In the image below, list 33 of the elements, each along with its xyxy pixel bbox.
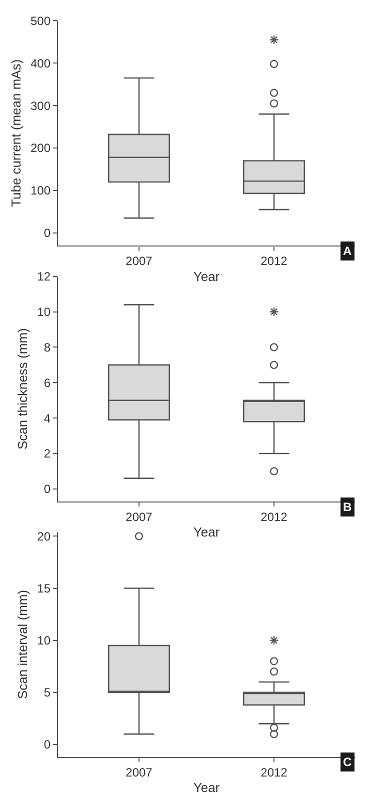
- y-axis-title: Scan thickness (mm): [15, 328, 30, 450]
- y-tick-label: 300: [30, 98, 51, 113]
- annotation: C: [343, 755, 352, 769]
- y-tick-label: 12: [37, 270, 51, 284]
- x-tick-label: 2012: [260, 765, 288, 780]
- x-tick-label: 2007: [126, 254, 153, 268]
- y-tick-label: 0: [44, 482, 51, 496]
- x-tick-label: 2012: [260, 510, 288, 524]
- y-tick-label: 200: [30, 141, 51, 156]
- x-tick-label: 2007: [126, 510, 153, 524]
- y-tick-label: 10: [37, 304, 51, 319]
- annotation: A: [343, 244, 352, 258]
- y-tick-label: 10: [37, 634, 51, 648]
- y-tick-label: 8: [44, 340, 51, 354]
- y-tick-label: 15: [37, 581, 51, 596]
- annotation: B: [343, 500, 352, 514]
- y-tick-label: 500: [30, 14, 51, 28]
- x-tick-label: 2007: [126, 765, 153, 780]
- y-tick-label: 6: [44, 376, 51, 390]
- x-tick-label: 2012: [260, 254, 288, 268]
- y-tick-label: 100: [30, 184, 51, 198]
- x-axis-title: Year: [193, 268, 220, 284]
- y-tick-label: 0: [44, 738, 51, 752]
- x-axis-title: Year: [193, 524, 220, 540]
- y-tick-label: 20: [37, 529, 51, 544]
- y-tick-label: 4: [44, 411, 51, 426]
- y-tick-label: 2: [44, 446, 51, 461]
- x-axis-title: Year: [193, 780, 220, 796]
- y-tick-label: 5: [44, 686, 51, 700]
- y-axis-title: Tube current (mean mAs): [8, 59, 24, 207]
- y-tick-label: 0: [44, 226, 51, 240]
- y-axis-title: Scan interval (mm): [15, 590, 30, 700]
- y-tick-label: 400: [30, 56, 51, 70]
